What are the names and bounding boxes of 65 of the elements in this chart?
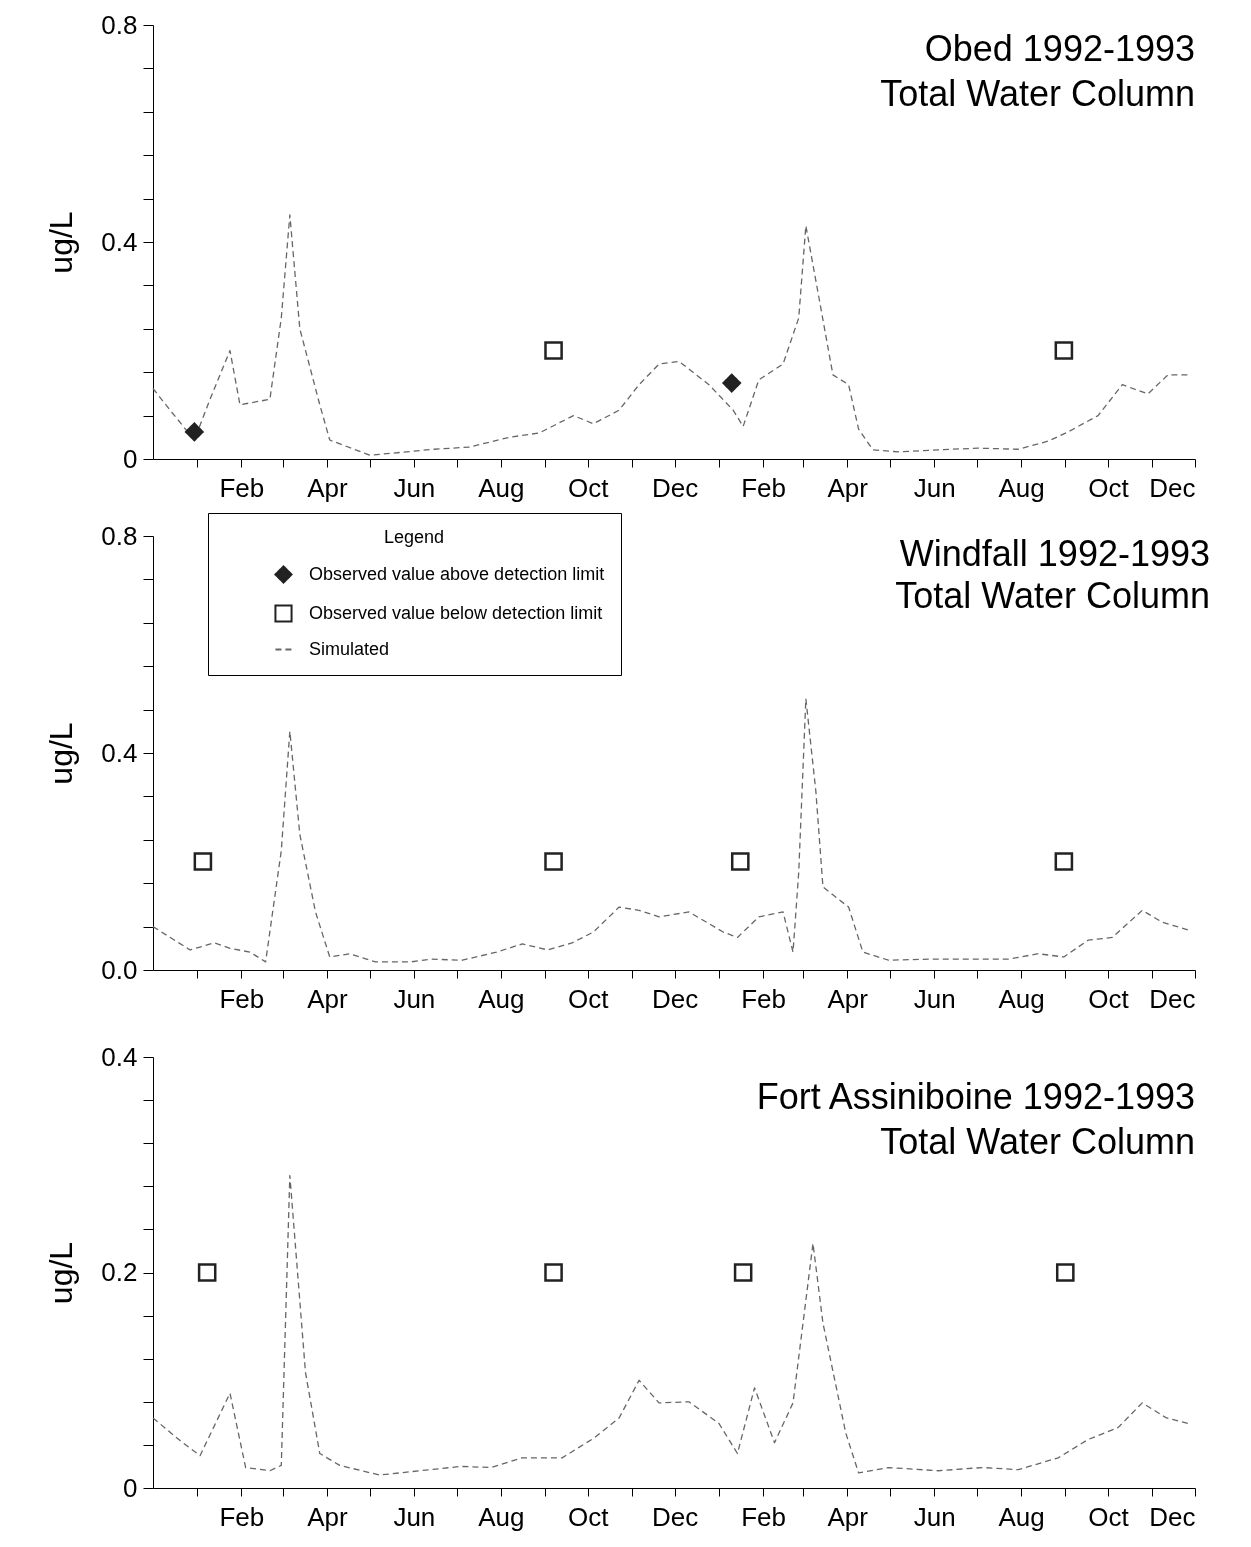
x-tick-label: Oct	[568, 983, 610, 1014]
y-tick-label: 0.8	[101, 520, 138, 551]
y-tick-label: 0.0	[101, 954, 138, 985]
x-tick-label: Oct	[568, 472, 610, 503]
y-tick-label: 0.4	[101, 1041, 138, 1072]
x-tick-label: Apr	[307, 983, 348, 1014]
x-tick-label: Dec	[1149, 983, 1196, 1014]
x-tick-label: Aug	[478, 983, 525, 1014]
x-tick-label: Feb	[741, 983, 786, 1014]
x-tick-label: Aug	[478, 1501, 525, 1532]
x-tick-label: Apr	[827, 983, 869, 1014]
x-tick-label: Feb	[741, 1501, 786, 1532]
y-tick-label: 0	[123, 1472, 138, 1503]
point	[544, 341, 563, 360]
x-tick-label: Apr	[307, 1501, 348, 1532]
x-tick-label: Jun	[393, 983, 436, 1014]
legend-label: Observed value below detection limit	[309, 602, 603, 623]
chart-title: Obed 1992-1993	[924, 28, 1195, 69]
point	[1054, 341, 1074, 360]
x-tick-label: Apr	[827, 1501, 869, 1532]
text: Total Water Column	[880, 1121, 1195, 1162]
point	[185, 422, 204, 442]
x-tick-label: Jun	[393, 1501, 436, 1532]
x-tick-label: Jun	[393, 472, 436, 503]
x-tick-label: Aug	[998, 983, 1045, 1014]
y-tick-label: 0.4	[101, 226, 138, 257]
x-tick-label: Dec	[1149, 1501, 1196, 1532]
x-tick-label: Oct	[1088, 983, 1130, 1014]
x-tick-label: Oct	[568, 1501, 610, 1532]
text: Fort Assiniboine 1992-1993	[756, 1076, 1195, 1117]
text: Total Water Column	[880, 73, 1195, 114]
x-tick-label: Apr	[307, 472, 348, 503]
y-tick-label: 0.2	[101, 1257, 138, 1287]
x-tick-label: Aug	[478, 472, 525, 503]
x-tick-label: Feb	[219, 983, 265, 1014]
y-tick-label: 0	[123, 443, 138, 474]
line-series	[152, 1174, 1189, 1476]
x-tick-label: Aug	[998, 1501, 1045, 1532]
chart-title: Windfall 1992-1993	[899, 533, 1210, 574]
x-tick-label: Oct	[1088, 1501, 1130, 1532]
x-tick-label: Dec	[1149, 472, 1196, 503]
x-tick-label: Feb	[219, 1501, 265, 1532]
x-tick-label: Aug	[998, 472, 1045, 503]
x-tick-label: Feb	[741, 472, 786, 503]
legend-label: Observed value above detection limit	[309, 563, 605, 584]
x-tick-label: Apr	[827, 472, 869, 503]
text: Total Water Column	[895, 575, 1210, 616]
point	[722, 373, 742, 393]
x-tick-label: Jun	[913, 472, 956, 503]
y-axis-title: ug/L	[43, 211, 80, 274]
legend-title: Legend	[383, 527, 445, 547]
y-tick-label: 0.8	[101, 9, 138, 40]
x-tick-label: Dec	[652, 983, 699, 1014]
y-axis-title: ug/L	[43, 722, 80, 785]
x-tick-label: Dec	[652, 472, 699, 503]
x-tick-label: Dec	[652, 1501, 699, 1532]
line-series	[152, 698, 1189, 963]
y-axis-title: ug/L	[43, 1241, 80, 1305]
line-series	[152, 214, 1189, 456]
legend-label: Simulated	[309, 638, 390, 659]
x-tick-label: Jun	[913, 983, 956, 1014]
x-tick-label: Feb	[219, 472, 265, 503]
x-tick-label: Jun	[913, 1501, 956, 1532]
y-tick-label: 0.4	[101, 737, 138, 768]
x-tick-label: Oct	[1088, 472, 1130, 503]
